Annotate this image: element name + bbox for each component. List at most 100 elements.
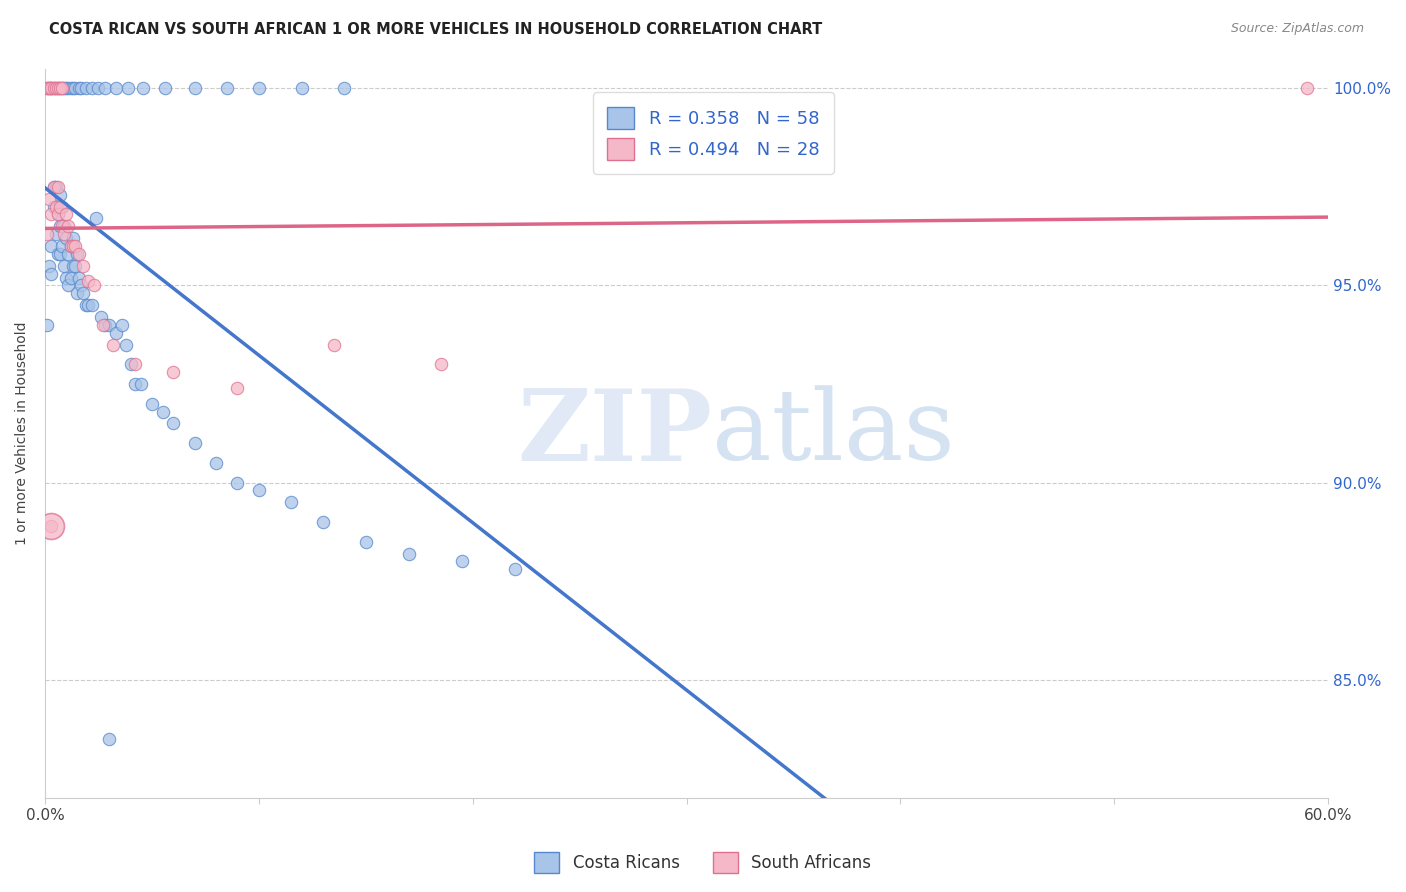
Point [162,365,184,379]
Point [59,239,82,253]
Point [124,376,146,391]
Point [291,81,314,95]
Point [37,318,59,332]
Point [59,81,82,95]
Text: ZIP: ZIP [517,384,713,482]
Point [111,318,134,332]
Point [63,259,86,273]
Point [129,376,152,391]
Point [83,278,105,293]
Point [429,357,451,371]
Point [51,219,73,234]
Point [62,81,84,95]
Point [80,298,103,312]
Point [398,547,420,561]
Point [333,81,356,95]
Point [46,81,69,95]
Point [53,259,76,273]
Point [505,562,527,576]
Point [75,298,97,312]
Point [38,259,60,273]
Point [62,231,84,245]
Point [41,239,63,253]
Point [55,270,77,285]
Point [38,81,60,95]
Point [70,81,93,95]
Point [41,207,63,221]
Point [117,81,139,95]
Point [103,337,125,351]
Point [42,200,65,214]
Point [120,357,142,371]
Point [153,81,176,95]
Point [38,81,60,95]
Point [66,247,89,261]
Point [41,267,63,281]
Point [55,207,77,221]
Point [72,286,94,301]
Point [46,247,69,261]
Point [94,318,117,332]
Point [62,239,84,253]
Point [41,519,63,533]
Point [80,81,103,95]
Point [49,187,72,202]
Point [90,310,112,324]
Legend: R = 0.358   N = 58, R = 0.494   N = 28: R = 0.358 N = 58, R = 0.494 N = 28 [593,92,834,174]
Point [322,337,344,351]
Point [451,554,474,568]
Point [280,495,302,509]
Point [42,81,65,95]
Point [53,227,76,241]
Point [37,227,59,241]
Point [42,81,65,95]
Point [124,357,146,371]
Point [226,475,249,490]
Point [49,200,72,214]
Point [41,81,63,95]
Point [67,247,90,261]
Point [152,404,174,418]
Point [215,81,238,95]
Point [67,81,90,95]
Point [132,81,155,95]
Point [51,81,73,95]
Point [37,81,59,95]
Point [45,179,67,194]
Point [53,219,76,234]
Point [45,81,67,95]
Point [70,278,93,293]
Point [62,259,84,273]
Point [91,318,114,332]
Point [226,381,249,395]
Point [46,179,69,194]
Point [55,231,77,245]
Point [63,81,86,95]
Point [49,81,72,95]
Point [45,227,67,241]
Point [41,519,63,533]
Point [41,81,63,95]
Point [1295,81,1317,95]
Y-axis label: 1 or more Vehicles in Household: 1 or more Vehicles in Household [15,321,30,545]
Point [75,81,97,95]
Point [87,81,110,95]
Point [247,483,270,498]
Text: COSTA RICAN VS SOUTH AFRICAN 1 OR MORE VEHICLES IN HOUSEHOLD CORRELATION CHART: COSTA RICAN VS SOUTH AFRICAN 1 OR MORE V… [49,22,823,37]
Point [67,270,90,285]
Point [58,278,80,293]
Point [53,81,76,95]
Point [312,515,335,529]
Point [98,318,121,332]
Text: Source: ZipAtlas.com: Source: ZipAtlas.com [1230,22,1364,36]
Point [51,239,73,253]
Point [104,326,127,340]
Point [37,81,59,95]
Point [55,81,77,95]
Point [58,247,80,261]
Point [183,436,205,450]
Point [59,270,82,285]
Point [58,81,80,95]
Text: atlas: atlas [713,385,955,481]
Point [84,211,107,226]
